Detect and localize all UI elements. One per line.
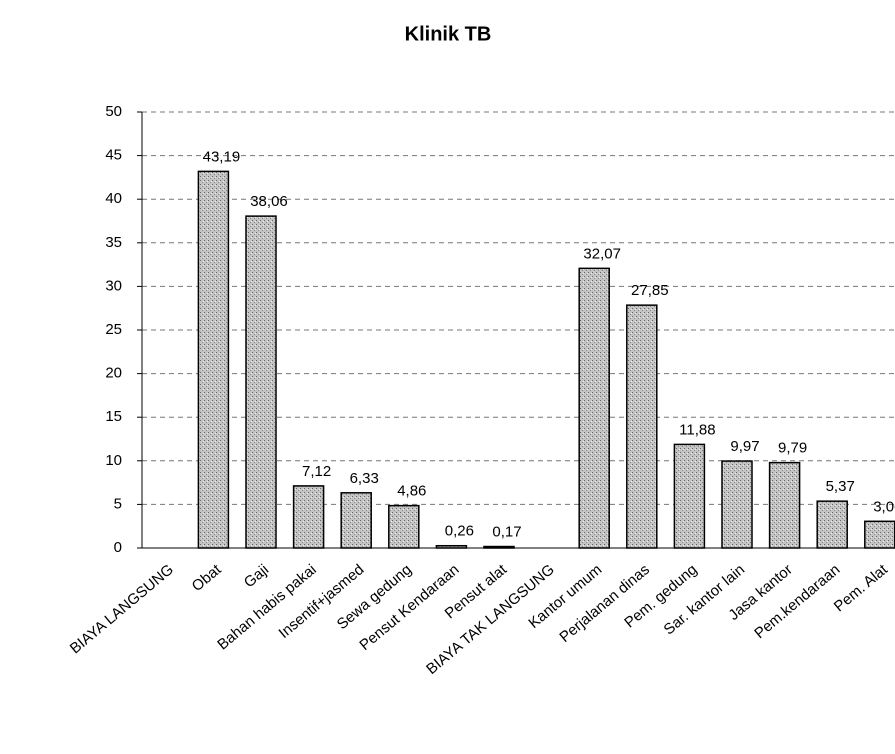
bar: [721, 460, 753, 549]
y-tick-label: 50: [105, 103, 122, 120]
value-label: 5,37: [826, 478, 855, 495]
value-label: 3,06: [873, 498, 895, 515]
y-tick-label: 45: [105, 147, 122, 164]
x-tick-label: Pem.kendaraan: [751, 561, 843, 642]
bar: [864, 520, 895, 549]
value-label: 0,17: [492, 523, 521, 540]
y-tick-label: 0: [114, 539, 122, 556]
value-label: 11,88: [679, 421, 715, 438]
bar: [578, 267, 610, 549]
bar: [197, 170, 230, 549]
x-tick-label: BIAYA LANGSUNG: [67, 561, 177, 657]
value-label: 32,07: [583, 245, 621, 262]
bar: [340, 492, 372, 549]
value-label: 38,06: [250, 193, 288, 210]
x-tick-label: Pem. Alat: [831, 561, 892, 616]
value-label: 6,33: [350, 470, 379, 487]
bar: [388, 504, 420, 549]
bar: [768, 461, 801, 549]
value-label: 0,26: [445, 523, 474, 540]
x-tick-label: Obat: [189, 561, 225, 595]
bar: [673, 443, 706, 549]
y-tick-label: 40: [105, 190, 122, 207]
bar: [292, 485, 325, 549]
bar: [435, 544, 468, 549]
y-tick-label: 30: [105, 277, 122, 294]
value-label: 9,79: [778, 440, 807, 457]
y-tick-label: 15: [105, 408, 122, 425]
x-tick-label: Insentif+jasmed: [276, 561, 368, 642]
bar: [626, 304, 658, 549]
chart-title: Klinik TB: [405, 23, 492, 45]
value-label: 4,86: [397, 483, 426, 500]
y-tick-label: 10: [105, 452, 122, 469]
y-tick-label: 35: [105, 234, 122, 251]
bar: [483, 545, 515, 549]
x-tick-label: Gaji: [241, 561, 272, 591]
value-label: 27,85: [631, 282, 669, 299]
x-tick-label: Sar. kantor lain: [661, 561, 749, 638]
value-label: 9,97: [730, 438, 759, 455]
value-label: 7,12: [302, 463, 331, 480]
y-tick-label: 5: [114, 495, 122, 512]
y-tick-label: 20: [105, 365, 122, 382]
y-tick-label: 25: [105, 321, 122, 338]
value-label: 43,19: [203, 148, 241, 165]
bar: [816, 500, 848, 549]
bar: [245, 215, 277, 549]
